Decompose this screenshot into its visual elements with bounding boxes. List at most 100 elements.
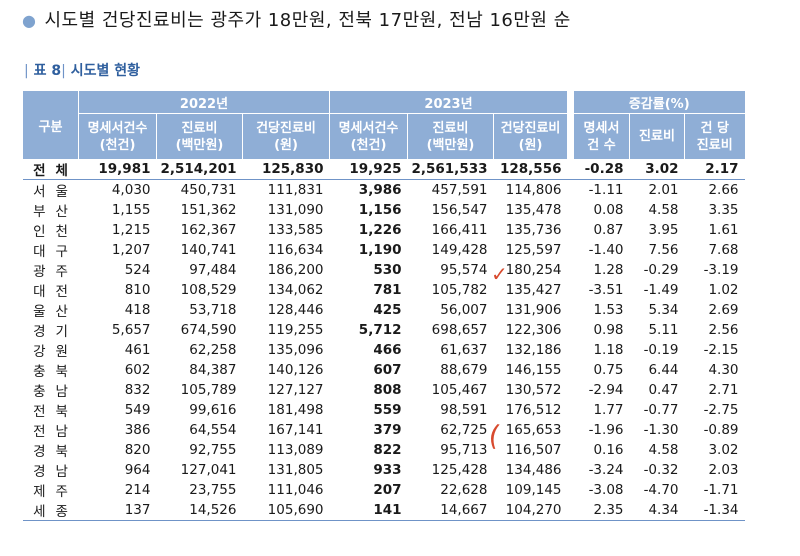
column-gap — [567, 159, 574, 180]
total-row: 전체 19,981 2,514,201 125,830 19,925 2,561,533 1… — [22, 159, 745, 180]
region-label: 인천 — [33, 224, 78, 240]
table-cell: 131,906 — [505, 302, 562, 318]
corner-header: 구분 — [22, 91, 79, 159]
column-gap — [567, 480, 574, 500]
table-cell: 135,478 — [505, 202, 562, 218]
table-row: 경기 5,657 674,590 119,255 5,712 698,657 122,306… — [23, 320, 745, 340]
table-cell: 559 — [373, 402, 402, 418]
table-cell: 131,805 — [267, 462, 324, 478]
column-gap — [567, 179, 574, 200]
region-label: 울산 — [33, 304, 78, 320]
table-cell: 425 — [373, 302, 402, 318]
table-cell: 602 — [124, 362, 151, 378]
table-cell: 162,367 — [180, 222, 237, 238]
caption-bar-2: | — [61, 63, 66, 79]
column-header-4: 명세서건수 (천건) — [329, 113, 408, 159]
table-cell: -2.75 — [703, 402, 739, 418]
table-cell: 5,712 — [358, 322, 402, 338]
table-cell: 186,200 — [267, 262, 324, 278]
table-cell: 167,141 — [267, 422, 324, 438]
table-cell: 133,585 — [267, 222, 324, 238]
region-label: 광주 — [33, 264, 78, 280]
caption-title: 시도별 현황 — [70, 63, 140, 79]
table-cell: 156,547 — [431, 202, 488, 218]
table-cell: 808 — [373, 382, 402, 398]
column-gap — [567, 380, 574, 400]
region-label: 대전 — [33, 284, 78, 300]
table-cell: -1.30 — [643, 422, 679, 438]
table-cell: 2.56 — [708, 322, 739, 338]
table-caption: | 표 8| 시도별 현황 — [24, 60, 140, 80]
table-cell: 5.34 — [648, 302, 679, 318]
region-label: 경남 — [33, 464, 78, 480]
bullet-icon: ● — [22, 11, 37, 30]
table-cell: 2.69 — [708, 302, 739, 318]
table-cell: 105,467 — [431, 382, 488, 398]
table-cell: -0.19 — [643, 342, 679, 358]
table-cell: 127,041 — [180, 462, 237, 478]
table-cell: 549 — [124, 402, 151, 418]
table-cell: 116,634 — [267, 242, 324, 258]
table-row: 서울 4,030 450,731 111,831 3,986 457,591 114,806… — [23, 179, 745, 200]
table-cell: -0.28 — [573, 159, 630, 180]
headline-text: 시도별 건당진료비는 광주가 18만원, 전북 17만원, 전남 16만원 순 — [44, 10, 571, 31]
column-gap — [567, 220, 574, 240]
table-cell: -3.51 — [588, 282, 624, 298]
headline: ● 시도별 건당진료비는 광주가 18만원, 전북 17만원, 전남 16만원 순 — [22, 6, 571, 32]
caption-bar: | — [24, 63, 29, 79]
table-cell: 111,046 — [267, 482, 324, 498]
table-cell: 1.77 — [593, 402, 624, 418]
table-cell: -1.49 — [643, 282, 679, 298]
region-label: 부산 — [33, 204, 78, 220]
table-cell: 1,226 — [358, 222, 402, 238]
column-gap — [567, 500, 574, 521]
table-cell: 386 — [124, 422, 151, 438]
table-cell: 674,590 — [180, 322, 237, 338]
table-cell: 207 — [373, 482, 402, 498]
table-cell: -0.29 — [643, 262, 679, 278]
table-cell: 119,255 — [267, 322, 324, 338]
table-cell: 4,030 — [111, 182, 151, 198]
table-cell: -2.15 — [703, 342, 739, 358]
table-cell: 1,215 — [111, 222, 151, 238]
table-cell: 109,145 — [505, 482, 562, 498]
table-cell: 2,514,201 — [156, 159, 243, 180]
table-cell: 125,428 — [431, 462, 488, 478]
table-cell: 6.44 — [648, 362, 679, 378]
group-header-2022: 2022년 — [78, 91, 330, 114]
table-row: 경북 820 92,755 113,089 822 95,713 116,507 0.16 4.… — [23, 440, 745, 460]
table-row: 충남 832 105,789 127,127 808 105,467 130,572 -2.9… — [23, 380, 745, 400]
column-header-7: 명세서 건 수 — [573, 113, 630, 159]
table-cell: 111,831 — [267, 182, 324, 198]
group-header-change: 증감률(%) — [573, 91, 745, 114]
table-cell: -0.32 — [643, 462, 679, 478]
table-cell: -3.08 — [588, 482, 624, 498]
table-row: 강원 461 62,258 135,096 466 61,637 132,186 1.18 -0… — [23, 340, 745, 360]
table-cell: 1,207 — [111, 242, 151, 258]
table-row: 전북 549 99,616 181,498 559 98,591 176,512 1.77 -0… — [23, 400, 745, 420]
table-cell: 23,755 — [189, 482, 237, 498]
table-cell: 105,789 — [180, 382, 237, 398]
region-table: 구분 2022년 2023년 증감률(%) 명세서건수 (천건) 진료비 (백만원) 건… — [22, 91, 745, 521]
column-gap — [567, 460, 574, 480]
table-cell: 530 — [373, 262, 402, 278]
table-cell: 1.53 — [593, 302, 624, 318]
table-cell: 151,362 — [180, 202, 237, 218]
column-header-5: 진료비 (백만원) — [407, 113, 494, 159]
table-cell: 97,484 — [189, 262, 237, 278]
table-cell: -1.40 — [588, 242, 624, 258]
table-cell: 466 — [373, 342, 402, 358]
table-cell: 0.47 — [648, 382, 679, 398]
table-cell: 4.58 — [648, 442, 679, 458]
table-cell: 176,512 — [505, 402, 562, 418]
table-cell: 781 — [373, 282, 402, 298]
table-cell: 19,981 — [78, 159, 157, 180]
table-cell: -2.94 — [588, 382, 624, 398]
column-gap — [567, 240, 574, 260]
table-cell: -4.70 — [643, 482, 679, 498]
table-cell: 7.56 — [648, 242, 679, 258]
table-cell: 2.71 — [708, 382, 739, 398]
table-row: 부산 1,155 151,362 131,090 1,156 156,547 135,478… — [23, 200, 745, 220]
table-cell: 125,830 — [242, 159, 330, 180]
table-cell: 92,755 — [189, 442, 237, 458]
